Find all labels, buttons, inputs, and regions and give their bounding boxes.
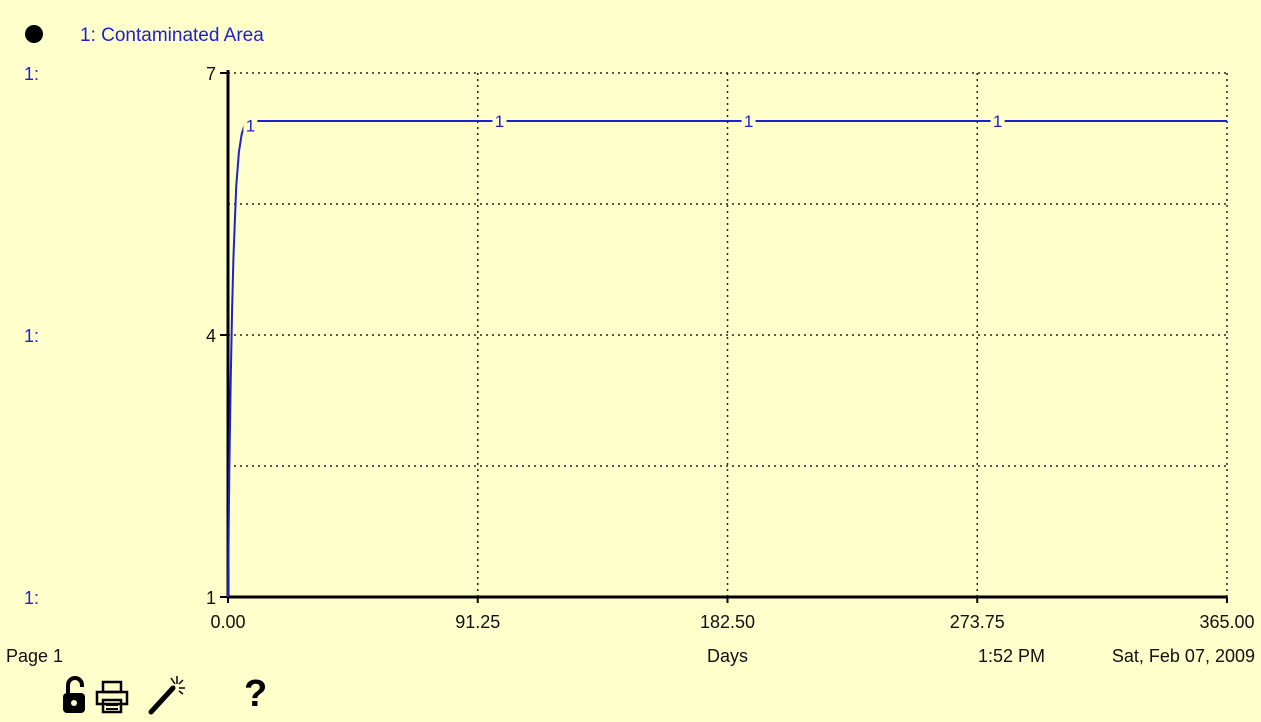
help-button[interactable]: ? xyxy=(244,673,268,715)
legend-bullet-icon[interactable] xyxy=(25,25,43,43)
x-tick-label: 91.25 xyxy=(455,612,500,632)
y-axis-series-prefix: 1: xyxy=(24,64,39,84)
series-marker-label: 1 xyxy=(246,116,255,135)
x-tick-label: 273.75 xyxy=(950,612,1005,632)
x-tick-label: 0.00 xyxy=(210,612,245,632)
y-axis-series-prefix: 1: xyxy=(24,326,39,346)
page-label: Page 1 xyxy=(6,646,63,666)
legend-series-label: 1: Contaminated Area xyxy=(80,25,264,46)
series-marker-label: 1 xyxy=(495,112,504,131)
y-tick-label: 1 xyxy=(206,588,216,608)
timestamp-date: Sat, Feb 07, 2009 xyxy=(1112,646,1255,666)
label-layer: 0.00 91.25 182.50 273.75 365.00 Days 1 1: 4 1: 7 1: xyxy=(24,64,1255,666)
series-marker-bg xyxy=(990,110,1005,131)
x-axis-label: Days xyxy=(707,646,748,666)
grid xyxy=(228,72,1228,597)
y-tick-label: 4 xyxy=(206,326,216,346)
series-marker-label: 1 xyxy=(993,112,1002,131)
timestamp-time: 1:52 PM xyxy=(978,646,1045,666)
y-axis-series-prefix: 1: xyxy=(24,588,39,608)
y-tick-label: 7 xyxy=(206,64,216,84)
padlock-open-icon[interactable] xyxy=(60,675,90,715)
axes xyxy=(220,70,1228,603)
series-marker-label: 1 xyxy=(744,112,753,131)
series-marker-bg xyxy=(492,110,507,131)
series-marker-bg xyxy=(243,114,258,135)
printer-icon[interactable] xyxy=(95,680,129,714)
magic-wand-icon[interactable] xyxy=(147,672,189,716)
x-tick-label: 365.00 xyxy=(1199,612,1254,632)
x-tick-label: 182.50 xyxy=(700,612,755,632)
series-marker-bg xyxy=(741,110,756,131)
header: 1: Contaminated Area xyxy=(25,25,264,46)
footer: Page 1 1:52 PM Sat, Feb 07, 2009 xyxy=(6,646,1255,666)
series-layer: 1 1 1 1 xyxy=(227,110,1227,598)
series-line-contaminated-area xyxy=(227,120,1227,598)
